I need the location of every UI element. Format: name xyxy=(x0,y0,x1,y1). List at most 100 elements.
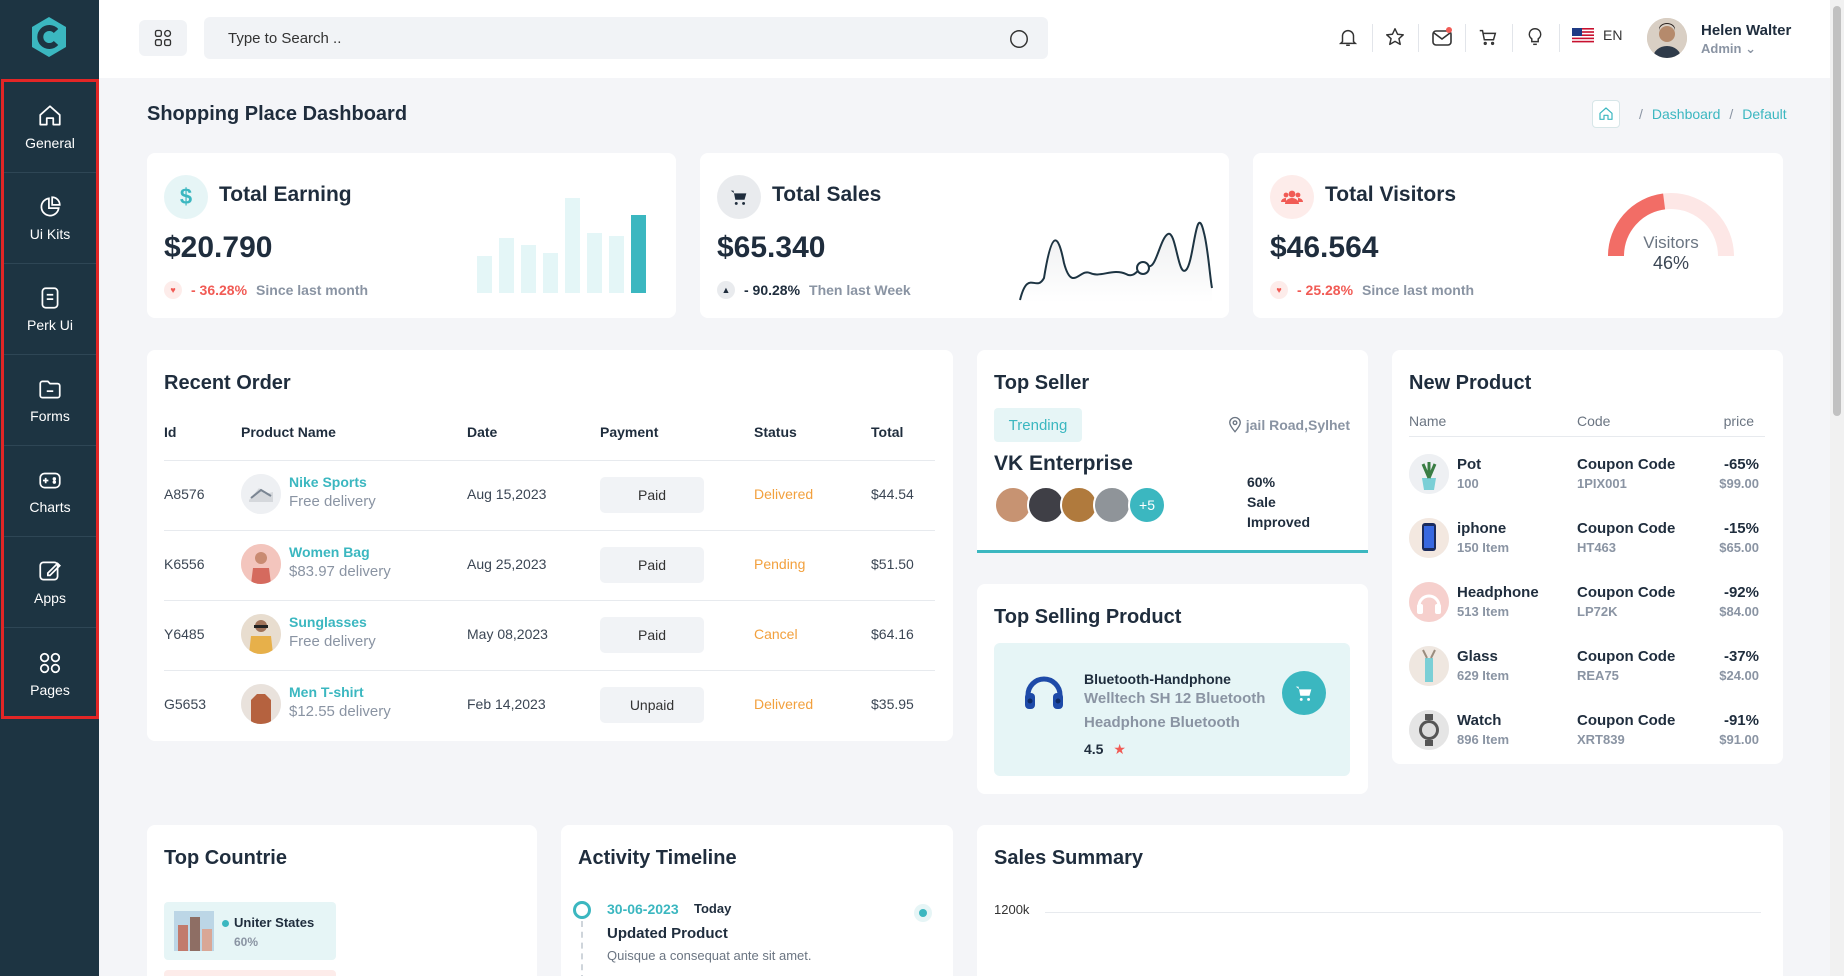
price: $24.00 xyxy=(1719,668,1759,683)
lightbulb-icon[interactable] xyxy=(1522,24,1548,50)
top-header: EN Helen Walter Admin ⌄ xyxy=(99,0,1830,78)
gamepad-icon xyxy=(39,472,61,489)
coupon-code: HT463 xyxy=(1577,540,1617,555)
add-to-cart-button[interactable] xyxy=(1282,671,1326,715)
logo-icon[interactable] xyxy=(26,14,72,60)
earning-bar xyxy=(631,215,646,293)
section-title: Sales Summary xyxy=(994,847,1143,869)
page-scrollbar[interactable] xyxy=(1830,0,1844,976)
column-header-status: Status xyxy=(754,424,797,440)
coupon-code: REA75 xyxy=(1577,668,1619,683)
search-icon[interactable] xyxy=(1008,28,1030,50)
order-id: G5653 xyxy=(164,696,207,712)
avatar[interactable] xyxy=(1093,486,1131,524)
heart-icon: ♥ xyxy=(1270,281,1288,299)
order-id: A8576 xyxy=(164,486,205,502)
star-icon[interactable] xyxy=(1382,24,1408,50)
apps-grid-button[interactable] xyxy=(139,20,187,56)
sidebar-item-general[interactable]: General xyxy=(4,82,96,173)
section-title: Top Countrie xyxy=(164,847,287,869)
change-period: Since last month xyxy=(256,282,369,298)
product-rating: 4.5 ★ xyxy=(1084,741,1126,758)
sidebar: General Ui Kits Perk Ui Forms Charts App… xyxy=(0,0,99,976)
order-date: Feb 14,2023 xyxy=(467,696,546,712)
product-name-link[interactable]: Sunglasses xyxy=(289,614,367,630)
column-header-payment: Payment xyxy=(600,424,659,440)
section-title: Activity Timeline xyxy=(578,847,737,869)
mail-icon[interactable] xyxy=(1429,24,1455,50)
y-axis-label: 1200k xyxy=(994,902,1030,917)
order-total: $51.50 xyxy=(871,556,914,572)
top-countries-card: Top Countrie Uniter States 60% xyxy=(147,825,537,976)
section-title: Recent Order xyxy=(164,372,291,394)
breadcrumb-default[interactable]: Default xyxy=(1742,106,1787,122)
product-name-link[interactable]: Nike Sports xyxy=(289,474,367,490)
payment-badge[interactable]: Paid xyxy=(600,617,704,653)
payment-badge[interactable]: Paid xyxy=(600,477,704,513)
product-name-link[interactable]: Women Bag xyxy=(289,544,370,560)
breadcrumb-dashboard[interactable]: Dashboard xyxy=(1651,106,1721,122)
country-item[interactable] xyxy=(164,970,336,976)
list-item[interactable]: Glass 629 Item Coupon Code REA75 -37% $2… xyxy=(1409,636,1765,700)
notification-bell-icon[interactable] xyxy=(1335,24,1361,50)
improve-line-1: Sale xyxy=(1247,494,1276,510)
table-row[interactable]: G5653 Men T-shirt $12.55 delivery Feb 14… xyxy=(164,670,935,740)
more-avatars-badge[interactable]: +5 xyxy=(1128,486,1166,524)
product-thumbnail xyxy=(1409,646,1449,686)
sidebar-item-label: Pages xyxy=(30,681,70,698)
sidebar-item-label: Perk Ui xyxy=(27,317,73,333)
timeline-dot xyxy=(573,901,591,919)
payment-badge[interactable]: Unpaid xyxy=(600,687,704,723)
cart-icon[interactable] xyxy=(1475,24,1501,50)
earning-bar xyxy=(565,198,580,293)
list-item[interactable]: Headphone 513 Item Coupon Code LP72K -92… xyxy=(1409,572,1765,636)
payment-badge[interactable]: Paid xyxy=(600,547,704,583)
top-selling-product-card: Top Selling Product Bluetooth-Handphone … xyxy=(977,584,1368,794)
user-name[interactable]: Helen Walter xyxy=(1701,22,1792,39)
avatar[interactable] xyxy=(1647,18,1687,58)
language-selector[interactable]: EN xyxy=(1572,27,1622,43)
table-row[interactable]: K6556 Women Bag $83.97 delivery Aug 25,2… xyxy=(164,530,935,600)
search-input[interactable] xyxy=(228,27,988,49)
sidebar-item-perk-ui[interactable]: Perk Ui xyxy=(4,264,96,355)
table-row[interactable]: Y6485 Sunglasses Free delivery May 08,20… xyxy=(164,600,935,670)
pie-chart-icon xyxy=(40,196,61,217)
star-icon: ★ xyxy=(1113,741,1126,757)
scrollbar-thumb[interactable] xyxy=(1833,6,1841,416)
product-highlight[interactable]: Bluetooth-Handphone Welltech SH 12 Bluet… xyxy=(994,643,1350,776)
section-title: New Product xyxy=(1409,372,1532,394)
list-item[interactable]: iphone 150 Item Coupon Code HT463 -15% $… xyxy=(1409,508,1765,572)
new-product-card: New Product Name Code price Pot 100 Coup… xyxy=(1392,350,1783,764)
price: $84.00 xyxy=(1719,604,1759,619)
sidebar-item-charts[interactable]: Charts xyxy=(4,446,96,537)
total-earning-card: $ Total Earning $20.790 ♥ - 36.28% Since… xyxy=(147,153,676,318)
breadcrumb-separator: / xyxy=(1639,106,1643,122)
sales-sparkline xyxy=(1019,221,1213,303)
sidebar-item-pages[interactable]: Pages xyxy=(4,628,96,719)
trending-badge[interactable]: Trending xyxy=(994,408,1082,442)
order-date: May 08,2023 xyxy=(467,626,548,642)
dollar-icon: $ xyxy=(164,175,208,219)
sidebar-item-label: Charts xyxy=(29,499,71,515)
sidebar-item-ui-kits[interactable]: Ui Kits xyxy=(4,173,96,264)
earning-bar-chart xyxy=(477,198,646,293)
sidebar-item-forms[interactable]: Forms xyxy=(4,355,96,446)
total-visitors-card: Total Visitors $46.564 ♥ - 25.28% Since … xyxy=(1253,153,1783,318)
list-item[interactable]: Watch 896 Item Coupon Code XRT839 -91% $… xyxy=(1409,700,1765,764)
table-row[interactable]: A8576 Nike Sports Free delivery Aug 15,2… xyxy=(164,460,935,530)
sidebar-item-label: Apps xyxy=(34,590,66,606)
product-name-link[interactable]: Men T-shirt xyxy=(289,684,364,700)
country-item[interactable]: Uniter States 60% xyxy=(164,902,336,960)
user-role[interactable]: Admin ⌄ xyxy=(1701,41,1756,57)
page-title: Shopping Place Dashboard xyxy=(147,103,408,125)
order-date: Aug 15,2023 xyxy=(467,486,547,502)
sidebar-item-apps[interactable]: Apps xyxy=(4,537,96,628)
product-delivery: Free delivery xyxy=(289,493,376,510)
breadcrumb-home-icon[interactable] xyxy=(1592,100,1620,128)
sale-improvement: 60% Sale Improved xyxy=(1247,472,1310,532)
list-item[interactable]: Pot 100 Coupon Code 1PIX001 -65% $99.00 xyxy=(1409,444,1765,508)
activity-desc: Quisque a consequat ante sit amet. xyxy=(607,948,812,963)
activity-timeline-card: Activity Timeline 30-06-2023 Today Updat… xyxy=(561,825,953,976)
visitors-value: $46.564 xyxy=(1270,231,1379,264)
gauge-value: 46% xyxy=(1652,253,1690,273)
